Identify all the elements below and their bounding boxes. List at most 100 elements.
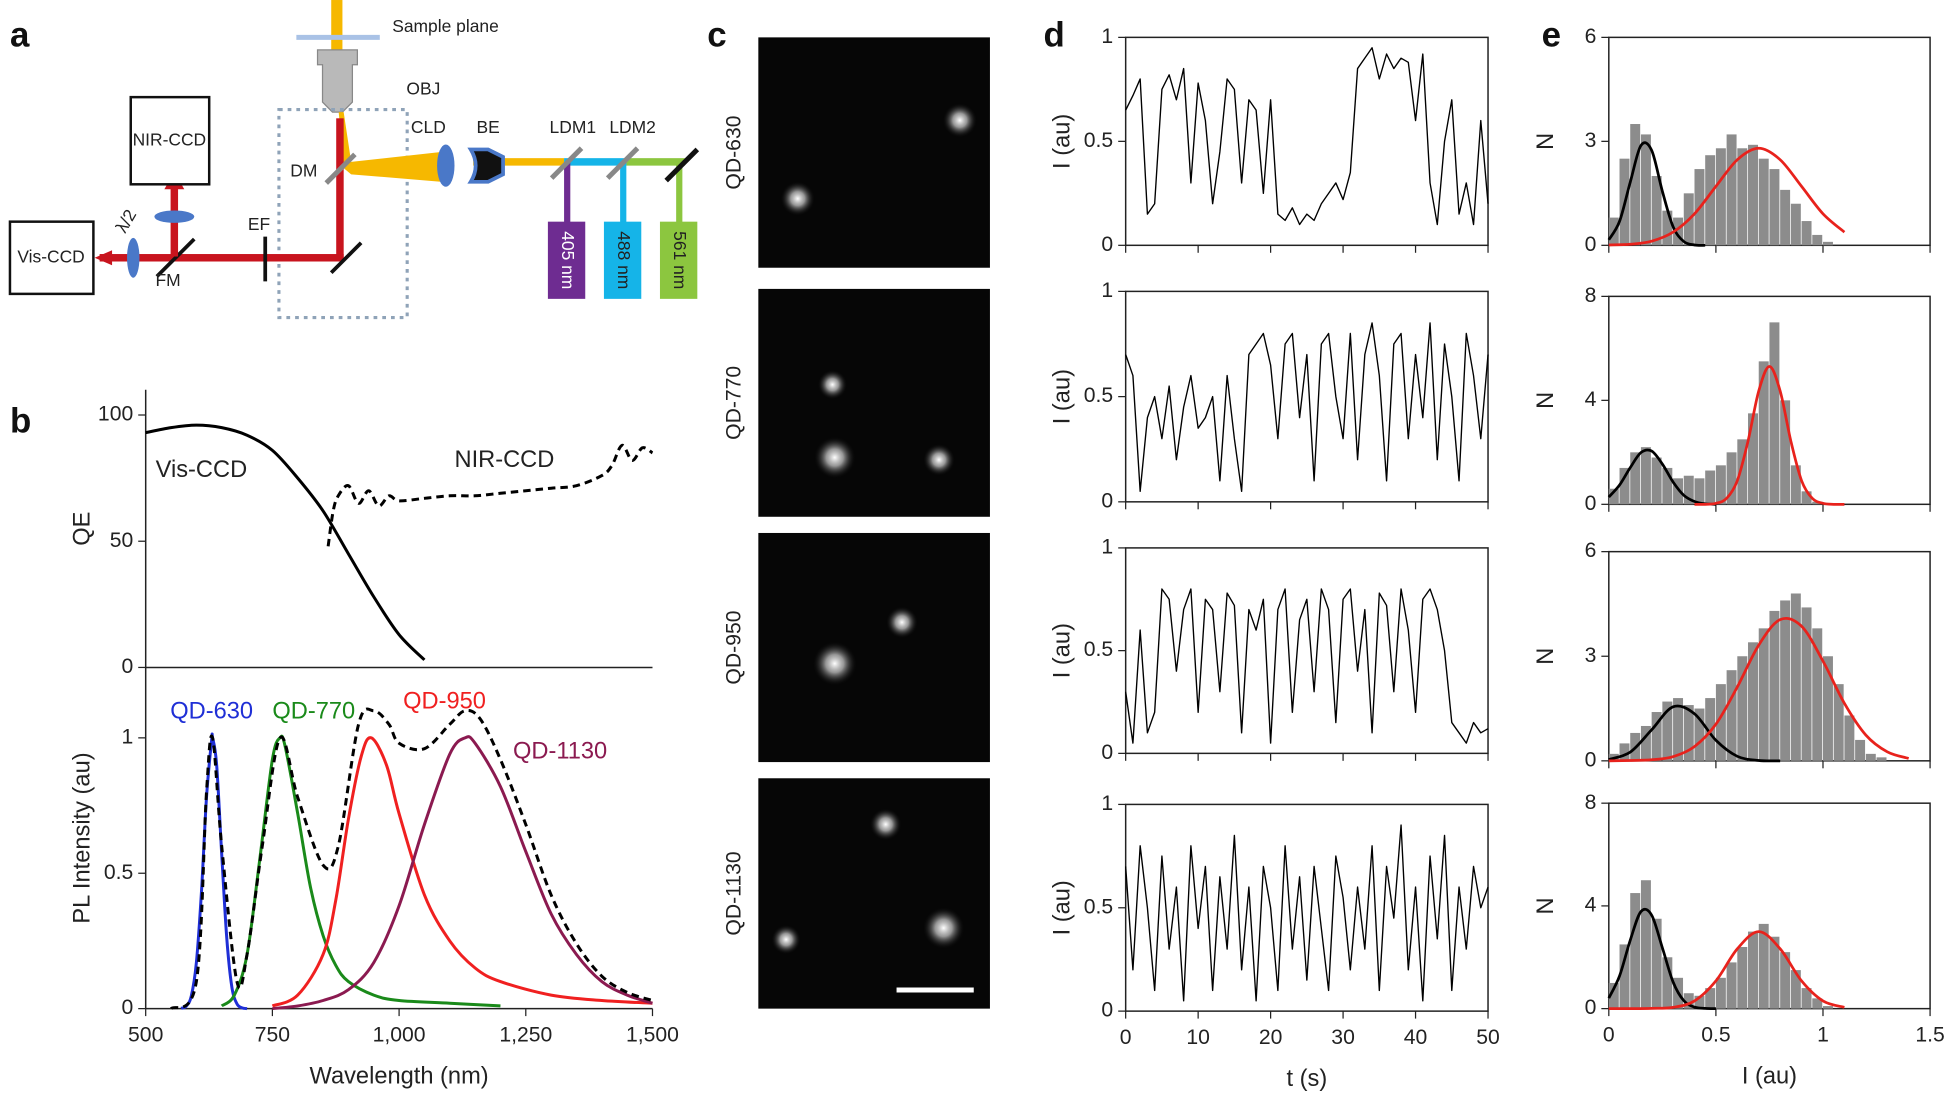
series-label: QD-1130: [513, 738, 607, 764]
histogram-bar: [1630, 893, 1641, 1009]
micrograph: [758, 532, 990, 763]
y-tick-label: 1: [1101, 279, 1113, 302]
panel-label: e: [1542, 16, 1561, 55]
x-tick-label: 500: [128, 1024, 163, 1047]
histogram-bar: [1651, 176, 1662, 246]
series-line: [1608, 617, 1910, 763]
histogram-bar: [1662, 210, 1673, 246]
histogram-bar: [1790, 465, 1801, 505]
histogram-bar: [1758, 361, 1769, 505]
histogram-bar: [1715, 977, 1726, 1009]
series-line: [1607, 141, 1706, 247]
histogram-bar: [1801, 988, 1812, 1009]
histogram-bar: [1651, 457, 1662, 505]
label: OBJ: [406, 78, 440, 98]
histogram-bar: [1876, 757, 1887, 761]
micrograph: [758, 778, 990, 1009]
histogram-bar: [1855, 739, 1866, 761]
histogram-bar: [1758, 158, 1769, 246]
series-label: QD-630: [170, 699, 253, 725]
y-tick-label: 1: [1101, 25, 1113, 48]
y-tick-label: 4: [1585, 893, 1597, 916]
lens: [127, 237, 140, 278]
histogram-bar: [1608, 982, 1619, 1009]
y-tick-label: 0: [1101, 999, 1113, 1022]
histogram-bar: [1705, 155, 1716, 246]
y-tick-label: 0: [1101, 233, 1113, 256]
label: BE: [476, 117, 499, 137]
label: Sample plane: [392, 16, 499, 36]
histogram-bar: [1630, 452, 1641, 505]
objective: [316, 49, 358, 113]
series-line: [326, 443, 654, 547]
y-axis-label: I (au): [1050, 114, 1076, 169]
histogram-bar: [1726, 134, 1737, 246]
histogram-bar: [1640, 447, 1651, 505]
histogram-bar: [1737, 148, 1748, 246]
beam: [564, 158, 627, 166]
y-axis-label: N: [1533, 897, 1559, 914]
spot: [817, 369, 848, 400]
series-line: [1125, 47, 1489, 226]
beam: [99, 254, 344, 262]
x-tick-label: 0.5: [1701, 1024, 1730, 1047]
spot: [922, 906, 965, 950]
y-tick-label: 0: [121, 655, 133, 678]
histogram-bar: [1865, 753, 1876, 761]
y-tick-label: 4: [1585, 388, 1597, 411]
spot: [942, 102, 978, 138]
x-tick-label: 1.5: [1915, 1024, 1944, 1047]
y-axis-label: I (au): [1050, 369, 1076, 424]
image-panel: QD-630 QD-770 QD-950 QD-1130: [722, 37, 990, 1009]
label: 405 nm: [558, 231, 578, 289]
series-label: QD-770: [272, 699, 355, 725]
y-axis-label: QE: [70, 512, 96, 546]
y-tick-label: 0: [1101, 741, 1113, 764]
lens: [437, 144, 455, 187]
y-tick-label: 0.5: [1084, 895, 1113, 918]
histogram-bar: [1705, 470, 1716, 505]
y-tick-label: 0: [1585, 996, 1597, 1019]
histogram-bar: [1822, 1006, 1833, 1009]
histogram-bar: [1844, 715, 1855, 761]
histogram-bar: [1640, 725, 1651, 761]
label: LDM1: [550, 117, 596, 137]
y-tick-label: 0.5: [1084, 129, 1113, 152]
x-tick-label: 10: [1186, 1026, 1210, 1049]
histogram-bar: [1608, 488, 1619, 505]
x-tick-label: 1,250: [499, 1024, 552, 1047]
series-line: [220, 734, 501, 1008]
series-line: [145, 423, 426, 661]
histogram-bar: [1822, 656, 1833, 761]
panel-label: c: [707, 16, 726, 55]
label: EF: [248, 214, 270, 234]
y-tick-label: 8: [1585, 284, 1597, 307]
histogram-bar: [1683, 705, 1694, 761]
x-tick-label: 1,500: [626, 1024, 679, 1047]
y-axis-label: PL Intensity (au): [70, 752, 96, 923]
histogram-bar: [1790, 970, 1801, 1009]
x-tick-label: 30: [1331, 1026, 1355, 1049]
histogram-bar: [1705, 988, 1716, 1009]
histogram-bar: [1630, 124, 1641, 246]
label: CLD: [411, 117, 446, 137]
mirror: [664, 147, 700, 183]
y-axis-label: N: [1533, 392, 1559, 409]
spot: [885, 606, 919, 639]
histogram-bar: [1737, 946, 1748, 1009]
y-axis-label: I (au): [1050, 880, 1076, 935]
y-tick-label: 1: [121, 725, 133, 748]
image-label: QD-950: [722, 610, 745, 684]
y-tick-label: 0: [1585, 492, 1597, 515]
histogram-bar: [1812, 234, 1823, 246]
histogram-bar: [1801, 491, 1812, 505]
histogram-bar: [1640, 134, 1651, 246]
histogram-bar: [1683, 475, 1694, 505]
beam: [338, 112, 443, 182]
y-tick-label: 3: [1585, 129, 1597, 152]
mirror: [329, 241, 363, 275]
x-axis-label: Wavelength (nm): [310, 1063, 489, 1089]
series-line: [1607, 448, 1716, 506]
histogram-bar: [1651, 712, 1662, 761]
label: 561 nm: [670, 231, 690, 289]
